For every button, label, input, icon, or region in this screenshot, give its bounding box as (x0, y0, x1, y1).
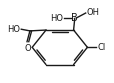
Text: B: B (71, 13, 77, 23)
Text: HO: HO (49, 14, 62, 23)
Text: OH: OH (86, 8, 99, 17)
Text: Cl: Cl (96, 43, 105, 52)
Text: HO: HO (7, 25, 20, 34)
Text: O: O (24, 44, 31, 53)
